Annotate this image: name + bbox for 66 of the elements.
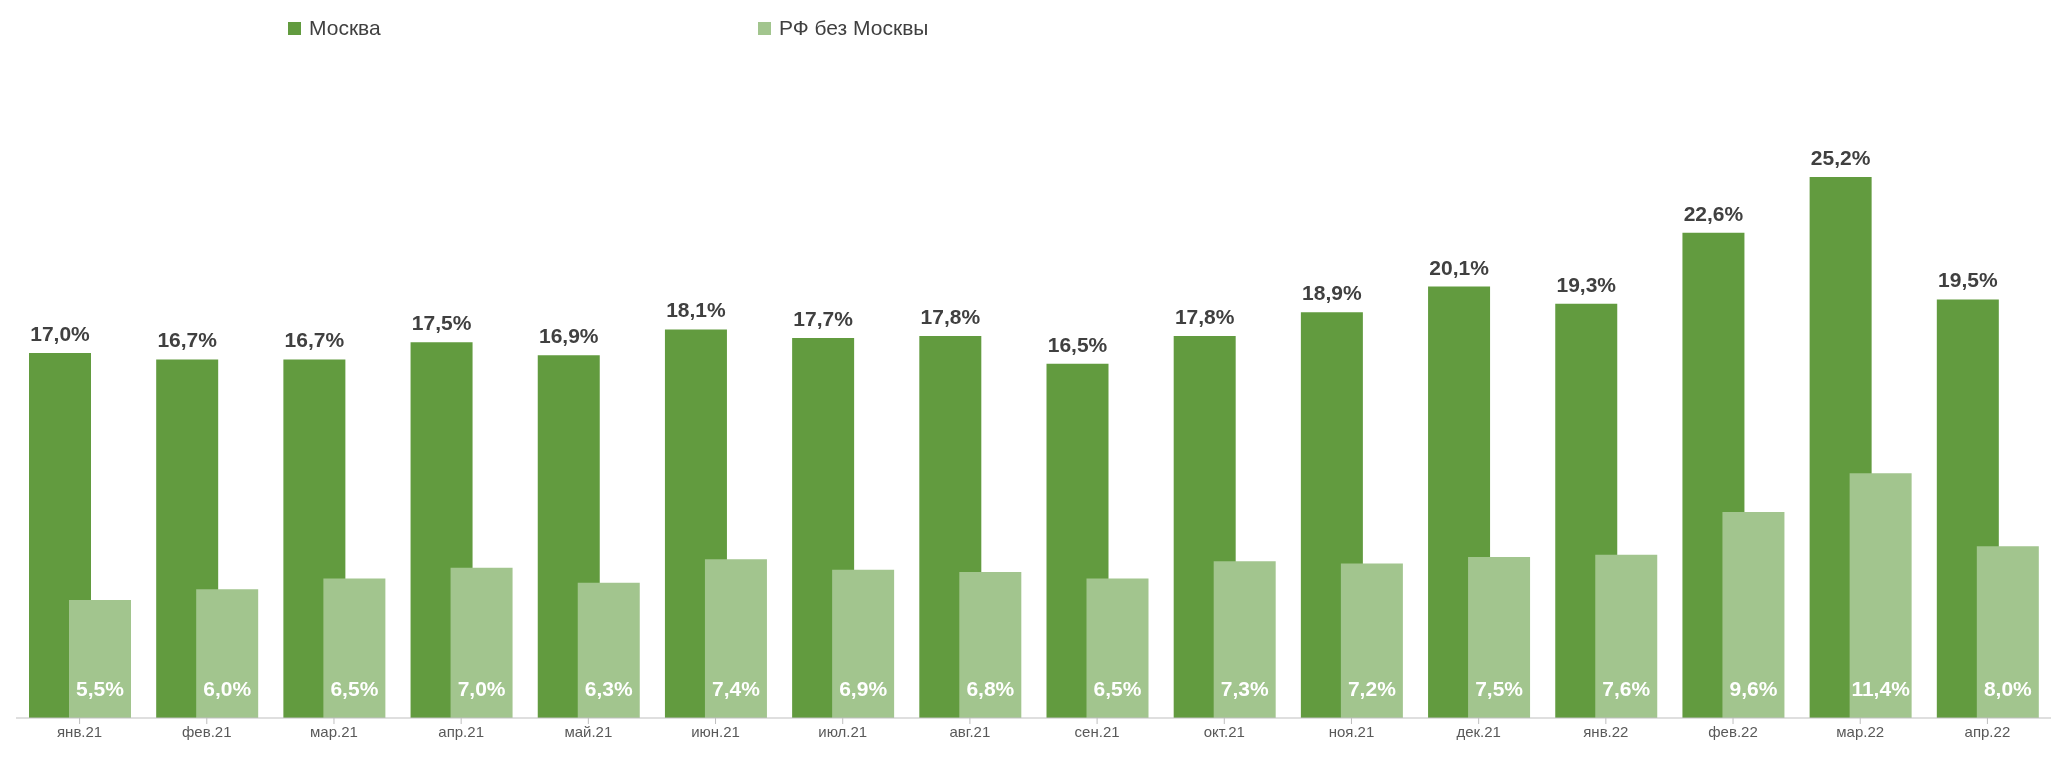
x-tick-label: май.21 xyxy=(564,722,613,740)
data-label: 16,5% xyxy=(1047,332,1108,356)
bar xyxy=(450,567,513,718)
bar xyxy=(959,572,1022,718)
x-tick-label: янв.22 xyxy=(1583,722,1629,740)
x-tick-label: мар.22 xyxy=(1836,722,1885,740)
bar xyxy=(1722,511,1785,718)
data-label: 9,6% xyxy=(1729,677,1778,700)
data-label: 20,1% xyxy=(1429,255,1490,279)
x-tick-label: фев.22 xyxy=(1708,722,1758,740)
bar xyxy=(1849,473,1912,718)
data-label: 22,6% xyxy=(1683,201,1744,225)
bar xyxy=(577,582,640,718)
data-label: 17,0% xyxy=(30,322,91,346)
data-label: 7,3% xyxy=(1220,677,1269,700)
bar xyxy=(704,559,767,718)
x-tick-label: ноя.21 xyxy=(1328,722,1375,740)
data-label: 25,2% xyxy=(1810,146,1871,170)
data-label: 7,5% xyxy=(1475,677,1524,700)
data-label: 17,7% xyxy=(793,307,854,331)
bar xyxy=(1213,561,1276,718)
data-label: 11,4% xyxy=(1851,677,1911,700)
data-label: 6,5% xyxy=(1093,677,1142,700)
x-tick-label: янв.21 xyxy=(56,722,103,740)
bar xyxy=(1468,556,1531,718)
x-tick-label: июн.21 xyxy=(691,722,740,740)
data-label: 6,9% xyxy=(839,677,888,700)
data-label: 17,8% xyxy=(1174,304,1235,328)
x-tick-label: апр.22 xyxy=(1964,722,2011,740)
bar xyxy=(1976,546,2039,718)
data-label: 7,4% xyxy=(712,677,761,700)
data-label: 5,5% xyxy=(76,677,125,700)
data-label: 7,6% xyxy=(1602,677,1651,700)
x-tick-label: авг.21 xyxy=(949,722,991,740)
data-label: 7,0% xyxy=(457,677,506,700)
data-label: 16,7% xyxy=(157,328,218,352)
bar xyxy=(1086,578,1149,718)
data-label: 16,7% xyxy=(284,328,345,352)
data-label: 6,3% xyxy=(584,677,634,700)
data-label: 6,0% xyxy=(203,677,252,700)
data-label: 16,9% xyxy=(538,324,599,348)
data-label: 18,1% xyxy=(666,298,727,322)
bar xyxy=(832,569,895,718)
bar xyxy=(69,599,131,718)
data-label: 17,8% xyxy=(920,304,981,328)
x-tick-label: сен.21 xyxy=(1074,722,1120,740)
data-label: 8,0% xyxy=(1983,677,2033,700)
bar xyxy=(1595,554,1658,718)
legend-label: РФ без Москвы xyxy=(779,16,929,40)
legend-label: Москва xyxy=(309,16,381,40)
data-label: 7,2% xyxy=(1347,677,1397,700)
x-tick-label: дек.21 xyxy=(1456,722,1501,740)
bar xyxy=(323,578,386,718)
x-tick-label: фев.21 xyxy=(182,722,232,740)
x-tick-label: апр.21 xyxy=(438,722,484,740)
data-label: 17,5% xyxy=(411,311,472,335)
x-tick-label: мар.21 xyxy=(310,722,358,740)
bar xyxy=(196,589,259,718)
data-label: 18,9% xyxy=(1302,281,1362,305)
data-label: 19,3% xyxy=(1556,272,1617,296)
data-label: 6,8% xyxy=(966,677,1015,700)
bar xyxy=(1340,563,1403,718)
x-tick-label: июл.21 xyxy=(818,722,868,740)
x-tick-label: окт.21 xyxy=(1203,722,1245,740)
data-label: 6,5% xyxy=(330,677,379,700)
data-label: 19,5% xyxy=(1938,268,1998,292)
